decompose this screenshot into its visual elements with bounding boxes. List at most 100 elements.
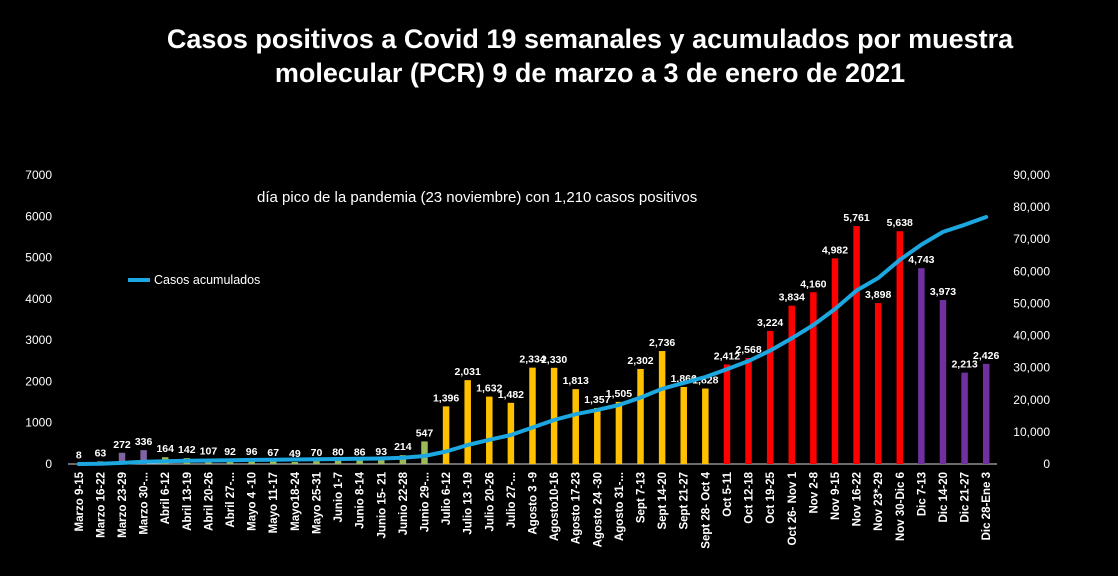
right-tick-label: 70,000: [1013, 232, 1050, 246]
left-tick-label: 2000: [25, 374, 52, 388]
bar: [572, 389, 579, 464]
category-label: Julio 27-...: [506, 472, 518, 528]
bar: [140, 450, 147, 464]
bar: [442, 406, 450, 464]
bar: [658, 351, 666, 464]
bar-data-label: 1,632: [476, 383, 502, 395]
category-label: Marzo 9-15: [74, 471, 86, 531]
bar-data-label: 70: [311, 447, 323, 459]
bar-data-label: 4,743: [908, 254, 934, 266]
bar-data-label: 3,898: [865, 289, 891, 301]
bar-data-label: 49: [289, 448, 301, 460]
bar-data-label: 1,813: [563, 375, 589, 387]
right-tick-label: 40,000: [1013, 329, 1050, 343]
category-label: Dic 14-20: [938, 472, 950, 523]
bars: [75, 226, 990, 465]
bar: [745, 357, 752, 464]
bar-data-label: 272: [113, 439, 131, 451]
bar: [594, 407, 601, 464]
bar-data-label: 107: [200, 446, 218, 458]
right-tick-label: 20,000: [1013, 393, 1050, 407]
bar: [550, 367, 558, 464]
bar-data-label: 3,973: [930, 286, 956, 298]
chart-title: Casos positivos a Covid 19 semanales y a…: [90, 22, 1090, 90]
bar-data-label: 4,160: [800, 278, 826, 290]
bar: [961, 372, 968, 464]
bar-data-label: 93: [375, 446, 387, 458]
category-label: Junio 8-14: [355, 471, 367, 528]
category-label: Junio 29-...: [419, 472, 431, 532]
category-label: Marzo 30-...: [139, 472, 151, 535]
category-label: Julio 20-26: [484, 472, 496, 531]
bar: [291, 461, 299, 464]
category-label: Nov 2-8: [808, 471, 820, 513]
bar: [378, 460, 385, 464]
left-axis: 0 1000 2000 3000 4000 5000 6000 7000: [25, 168, 997, 471]
bar-data-label: 5,638: [887, 217, 913, 229]
bar: [313, 461, 320, 464]
category-label: Oct 19-25: [765, 471, 777, 523]
category-label: Marzo 23-29: [117, 472, 129, 538]
right-tick-label: 10,000: [1013, 425, 1050, 439]
category-label: Junio 15- 21: [376, 471, 388, 538]
category-label: Oct 12-18: [744, 471, 756, 523]
chart-title-line-2: molecular (PCR) 9 de marzo a 3 de enero …: [274, 58, 906, 88]
right-tick-label: 30,000: [1013, 361, 1050, 375]
category-label: Abril 20-26: [203, 472, 215, 531]
bar: [874, 303, 882, 464]
bar: [269, 461, 277, 464]
category-label: Marzo 16-22: [95, 472, 107, 538]
bar-data-label: 96: [246, 446, 258, 458]
bar: [248, 460, 255, 464]
bar-data-label: 86: [354, 446, 366, 458]
right-axis: 0 10,000 20,000 30,000 40,000 50,000 60,000 70,…: [1013, 168, 1050, 471]
category-label: Sept 21-27: [679, 472, 691, 530]
bar: [421, 441, 428, 464]
right-tick-label: 90,000: [1013, 168, 1050, 182]
category-label: Mayo 11-17: [268, 472, 280, 533]
bar: [356, 460, 363, 464]
bar-data-label: 5,761: [843, 212, 869, 224]
category-label: Mayo 4 -10: [247, 472, 259, 531]
bar-data-label: 2,334: [519, 354, 545, 366]
bar-data-label: 63: [95, 447, 107, 459]
category-label: Agosto 17-23: [571, 472, 583, 544]
cumulative-line: [76, 215, 989, 466]
right-tick-label: 80,000: [1013, 200, 1050, 214]
category-label: Dic 28-Ene 3: [981, 472, 993, 540]
bar-data-label: 2,736: [649, 337, 675, 349]
left-tick-label: 4000: [25, 292, 52, 306]
left-tick-label: 1000: [25, 416, 52, 430]
bar: [918, 268, 925, 464]
left-tick-label: 0: [45, 457, 52, 471]
bar: [464, 380, 471, 464]
category-label: Junio 22-28: [398, 471, 410, 535]
bar: [680, 386, 687, 464]
bar: [810, 292, 817, 464]
bar: [637, 368, 644, 464]
bar-data-label: 142: [178, 444, 196, 456]
category-label: Abril 27-...: [225, 472, 237, 528]
category-label: Nov 16-22: [852, 472, 864, 526]
bar: [939, 299, 947, 464]
category-label: Agosto 3 -9: [528, 472, 540, 535]
category-labels: Marzo 9-15 Marzo 16-22 Marzo 23-29 Marzo 30…: [74, 471, 993, 548]
legend: Casos acumulados: [128, 273, 260, 287]
bar-data-label: 2,568: [735, 344, 761, 356]
bar-data-label: 1,396: [433, 392, 459, 404]
bar: [334, 460, 342, 464]
bar: [982, 363, 990, 464]
bar-data-label: 67: [267, 447, 279, 459]
bar: [766, 330, 774, 464]
bar-data-label: 1,505: [606, 388, 632, 400]
bar-data-label: 336: [135, 436, 153, 448]
bar-data-label: 1,482: [498, 389, 524, 401]
category-label: Junio 1-7: [333, 472, 345, 522]
category-label: Nov 9-15: [830, 471, 842, 520]
bar: [896, 231, 904, 464]
category-label: Agosto 31-...: [614, 472, 626, 541]
category-label: Abril 13-19: [182, 472, 194, 531]
bar-data-label: 2,412: [714, 350, 740, 362]
bar-data-label: 4,982: [822, 244, 848, 256]
